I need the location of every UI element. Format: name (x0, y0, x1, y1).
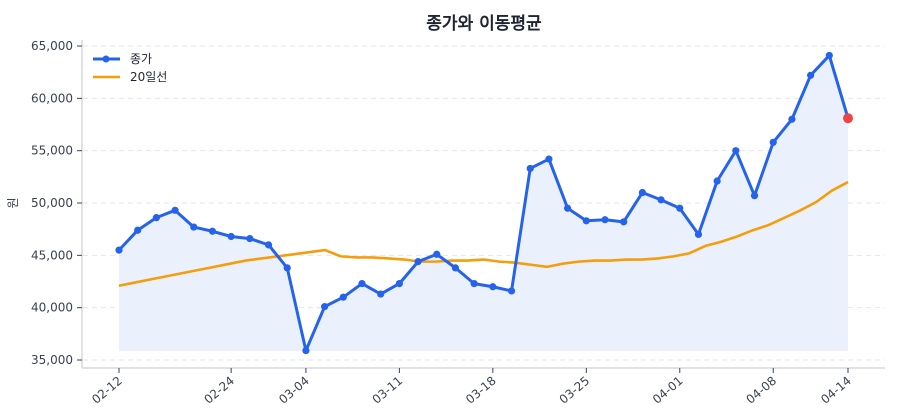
close-marker (395, 279, 403, 288)
y-tick-label: 35,000 (31, 353, 73, 367)
close-marker (526, 164, 534, 173)
close-marker (451, 264, 460, 272)
x-tick-label: 04-14 (818, 374, 854, 407)
close-marker (732, 147, 740, 155)
close-price-markers (115, 51, 853, 355)
x-tick-label: 03-11 (370, 374, 406, 407)
close-marker (825, 51, 833, 60)
y-tick-label: 65,000 (31, 39, 73, 53)
close-marker (264, 241, 273, 249)
close-marker (171, 206, 179, 214)
close-marker (769, 138, 777, 146)
legend: 종가 20일선 (93, 52, 167, 84)
close-marker (321, 303, 329, 311)
x-axis: 02-12 02-24 03-04 03-11 03-18 03-25 04-01 04-08… (82, 367, 885, 407)
close-marker (208, 227, 217, 235)
close-marker (545, 155, 553, 163)
close-marker (807, 71, 815, 79)
y-tick-label: 50,000 (31, 196, 73, 210)
y-axis-label: 원 (6, 197, 20, 208)
x-tick-label: 03-04 (276, 374, 312, 407)
close-marker (694, 230, 703, 238)
x-tick-label: 03-25 (557, 374, 593, 407)
ma20-line (118, 180, 849, 287)
close-marker (638, 188, 646, 197)
y-tick-label: 45,000 (31, 248, 73, 262)
close-marker (115, 246, 123, 254)
close-marker (470, 279, 478, 288)
close-marker (788, 115, 796, 123)
close-marker (564, 204, 572, 212)
x-tick-label: 04-01 (650, 374, 686, 407)
close-marker (489, 283, 497, 291)
close-marker (302, 346, 310, 355)
close-marker (283, 264, 291, 272)
close-marker (358, 279, 366, 288)
x-tick-label: 04-08 (743, 374, 779, 407)
close-marker (657, 196, 665, 204)
close-marker (414, 258, 422, 266)
legend-close-marker-icon (102, 55, 110, 63)
x-tick-label: 03-18 (463, 374, 499, 407)
close-marker (620, 218, 628, 226)
legend-label-ma20: 20일선 (130, 70, 167, 84)
x-tick-label: 02-12 (89, 374, 125, 407)
close-marker (134, 226, 142, 234)
y-tick-label: 40,000 (31, 301, 73, 315)
last-close-marker (843, 113, 853, 124)
close-marker (339, 293, 347, 301)
close-marker (601, 216, 609, 224)
y-tick-label: 60,000 (31, 91, 73, 105)
legend-label-close: 종가 (130, 52, 152, 66)
close-price-line (117, 53, 850, 353)
close-marker (750, 192, 759, 200)
chart-title: 종가와 이동평균 (426, 14, 542, 34)
close-marker (246, 234, 254, 243)
close-area-fill (119, 55, 848, 352)
close-marker (152, 214, 160, 222)
close-marker (676, 204, 684, 212)
close-marker (713, 177, 721, 185)
close-marker (582, 217, 590, 225)
close-marker (227, 232, 235, 241)
y-tick-label: 55,000 (31, 144, 73, 158)
close-marker (190, 223, 198, 231)
close-marker (433, 250, 441, 258)
close-marker (377, 290, 385, 298)
close-marker (507, 287, 516, 295)
x-tick-label: 02-24 (201, 374, 237, 407)
y-axis: 35,000 40,000 45,000 50,000 55,000 60,000 65,0… (31, 39, 83, 368)
